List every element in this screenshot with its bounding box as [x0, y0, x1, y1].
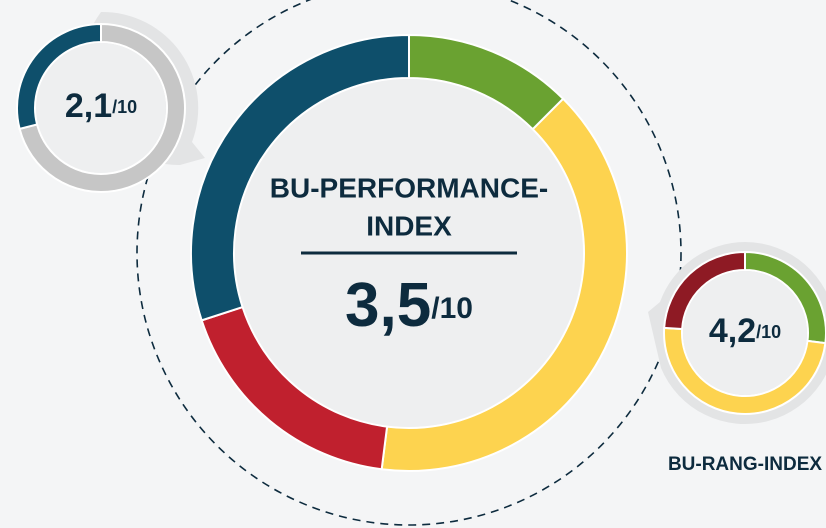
inner-disc [36, 43, 166, 173]
score-suffix: /10 [431, 292, 473, 325]
score: 2,1/10 [65, 87, 137, 125]
title-line: BU-PERFORMANCE- [270, 172, 548, 203]
donut-segment [18, 22, 186, 193]
score: 4,2/10 [709, 312, 781, 350]
donut-label: BU-RANG-INDEX [668, 454, 822, 475]
score-suffix: /10 [112, 97, 137, 117]
dashed-orbit [136, 0, 682, 526]
score-value: 4,2 [709, 312, 756, 350]
donut-segment [190, 33, 410, 322]
score-suffix: /10 [756, 322, 781, 342]
score-value: 3,5 [345, 271, 431, 340]
inner-disc [683, 271, 807, 395]
score-value: 2,1 [65, 87, 112, 125]
title-line: INDEX [366, 210, 452, 241]
score: 3,5/10 [345, 271, 473, 340]
donut-segment [663, 250, 746, 331]
donut-segment [16, 22, 102, 131]
